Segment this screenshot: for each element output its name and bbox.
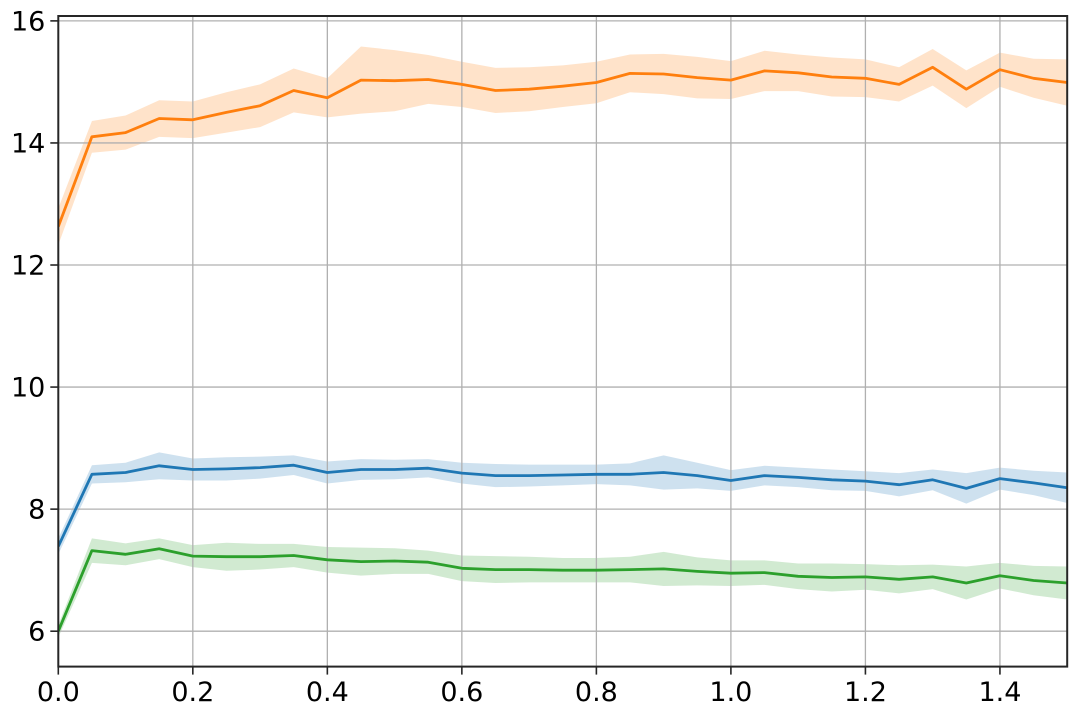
y-tick-label: 16 (11, 6, 45, 37)
x-tick-label: 1.0 (709, 677, 752, 708)
x-tick-label: 0.4 (306, 677, 349, 708)
series-lines (58, 65, 1068, 632)
orange-series-band (58, 46, 1068, 245)
green-series-band (58, 538, 1068, 638)
x-tick-label: 1.2 (844, 677, 887, 708)
axes-spines (57, 15, 1069, 668)
x-tick-label: 1.4 (978, 677, 1021, 708)
x-tick-label: 0.0 (37, 677, 80, 708)
axis-ticks: 0.0 0.2 0.4 0.6 0.8 1.0 1.2 1.4 6 8 10 12 14 16 (11, 6, 1021, 708)
x-tick-label: 0.8 (575, 677, 618, 708)
gridlines (57, 16, 1068, 667)
blue-series-line (58, 463, 1068, 547)
plot-area (58, 16, 1068, 667)
y-tick-label: 10 (11, 373, 45, 404)
x-tick-label: 0.6 (440, 677, 483, 708)
y-tick-label: 14 (11, 128, 45, 159)
y-tick-label: 12 (11, 251, 45, 282)
orange-series-line (58, 65, 1068, 228)
y-tick-label: 6 (28, 617, 45, 648)
y-tick-label: 8 (28, 495, 45, 526)
x-tick-label: 0.2 (171, 677, 214, 708)
green-series-line (58, 547, 1068, 632)
